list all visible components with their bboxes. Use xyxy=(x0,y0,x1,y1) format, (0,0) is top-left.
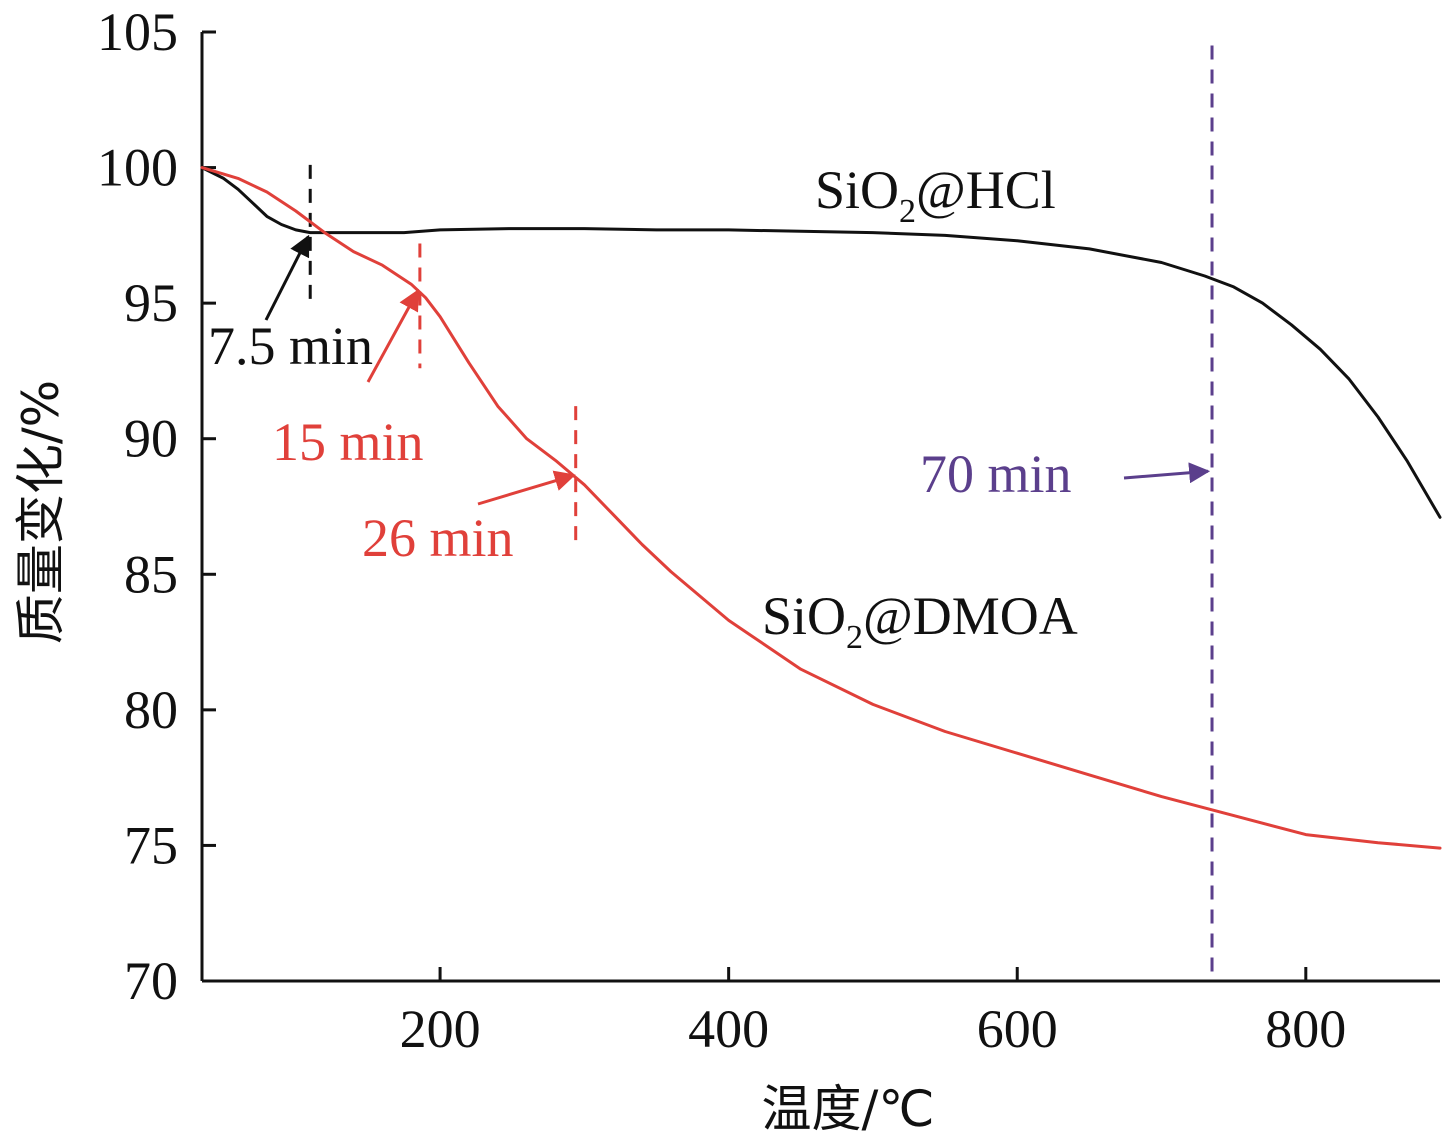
y-axis-ticks: 70 75 80 85 90 95 100 105 xyxy=(97,2,216,1011)
x-tick-label-600: 600 xyxy=(977,999,1058,1059)
y-tick-label-100: 100 xyxy=(97,138,178,198)
axes xyxy=(200,32,1440,983)
series-label-dmoa: SiO2@DMOA xyxy=(762,586,1078,656)
marker-label-15-min: 15 min xyxy=(272,412,424,472)
series-label-dmoa-sub: 2 xyxy=(846,619,863,656)
y-tick-label-80: 80 xyxy=(124,680,178,740)
x-axis-title: 温度/℃ xyxy=(762,1080,935,1138)
y-tick-label-95: 95 xyxy=(124,273,178,333)
y-tick-label-85: 85 xyxy=(124,544,178,604)
time-markers xyxy=(264,45,1214,981)
series-line-0 xyxy=(200,166,1442,519)
series-label-dmoa-main: SiO xyxy=(762,586,846,646)
marker-arrow-3 xyxy=(1123,462,1211,484)
series-lines xyxy=(200,166,1442,850)
marker-label-7-5-min: 7.5 min xyxy=(208,316,373,376)
series-label-dmoa-tail: @DMOA xyxy=(863,586,1078,646)
series-label-hcl: SiO2@HCl xyxy=(815,160,1056,230)
marker-arrow-2 xyxy=(477,470,576,506)
x-tick-label-200: 200 xyxy=(400,999,481,1059)
y-tick-label-75: 75 xyxy=(124,815,178,875)
x-tick-label-800: 800 xyxy=(1265,999,1346,1059)
x-axis-ticks: 200 400 600 800 xyxy=(400,967,1346,1059)
marker-arrow-0 xyxy=(264,234,310,321)
y-tick-label-70: 70 xyxy=(124,951,178,1011)
marker-label-26-min: 26 min xyxy=(362,508,514,568)
marker-arrow-1 xyxy=(366,289,420,383)
marker-label-70-min: 70 min xyxy=(920,444,1072,504)
x-tick-label-400: 400 xyxy=(688,999,769,1059)
series-label-hcl-main: SiO xyxy=(815,160,899,220)
y-tick-label-90: 90 xyxy=(124,409,178,469)
y-tick-label-105: 105 xyxy=(97,2,178,62)
series-line-1 xyxy=(200,166,1442,850)
series-label-hcl-sub: 2 xyxy=(899,193,916,230)
series-label-hcl-tail: @HCl xyxy=(916,160,1056,220)
y-axis-title: 质量变化/% xyxy=(12,380,70,644)
